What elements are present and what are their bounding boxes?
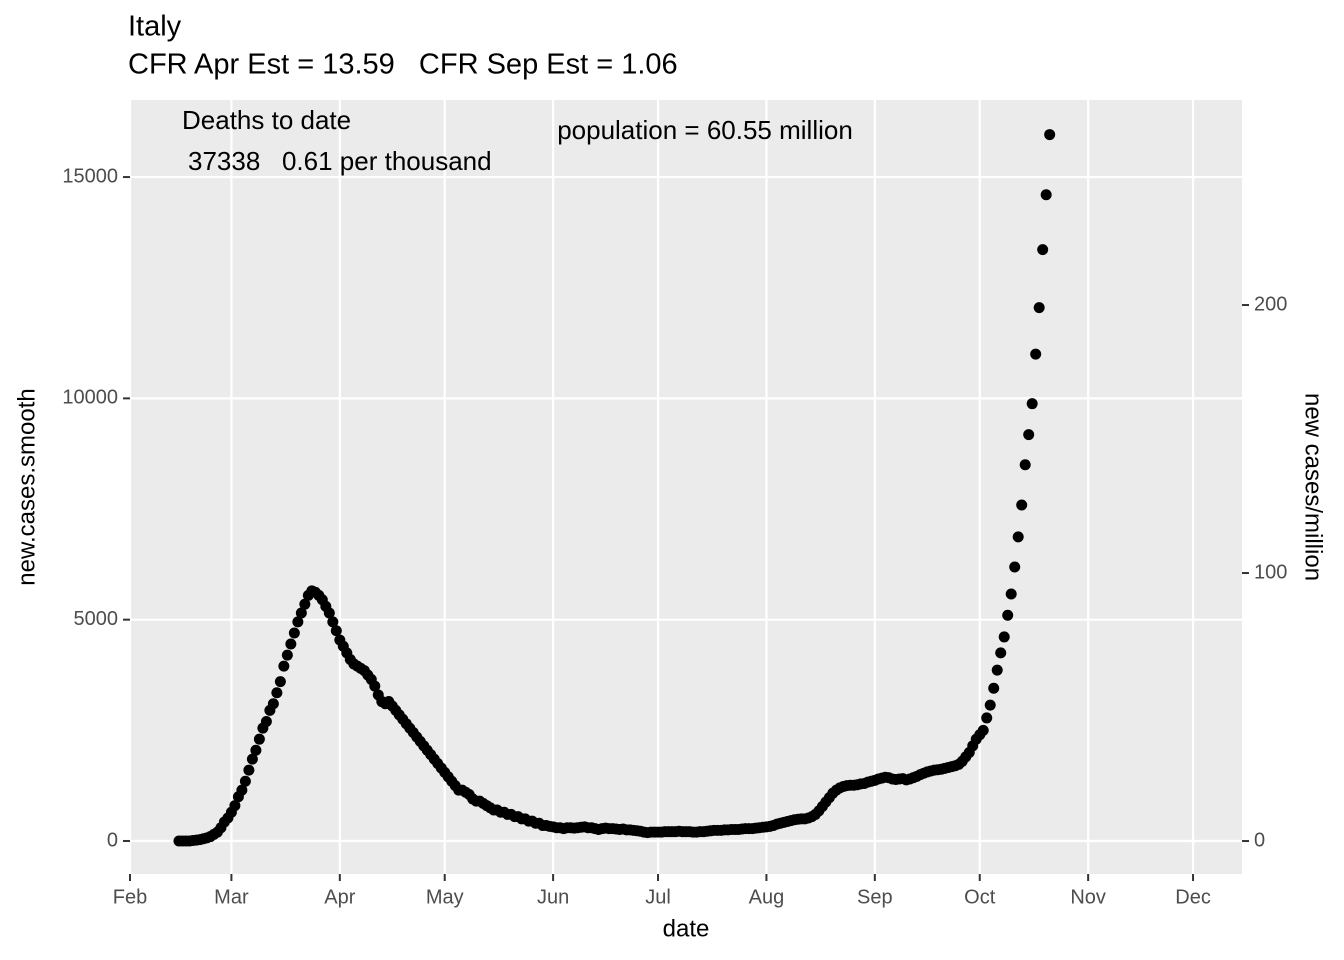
point (295, 607, 307, 619)
point (1044, 129, 1056, 141)
point (243, 764, 255, 776)
point (292, 616, 304, 628)
y2-tick-label: 0 (1254, 829, 1265, 851)
y-tick-label: 5000 (74, 608, 119, 630)
y2-axis-title: new cases/million (1300, 393, 1327, 581)
x-tick-label: May (426, 886, 464, 908)
x-tick-label: Mar (214, 886, 249, 908)
point (253, 733, 265, 745)
x-tick-label: Nov (1070, 886, 1106, 908)
point (250, 744, 262, 756)
point (995, 647, 1007, 659)
x-axis-title: date (663, 915, 710, 942)
point (236, 784, 248, 796)
point (229, 800, 241, 812)
x-tick-label: Jun (537, 886, 569, 908)
y2-tick-label: 200 (1254, 293, 1287, 315)
x-tick-label: Oct (964, 886, 996, 908)
y2-tick-label: 100 (1254, 561, 1287, 583)
point (330, 625, 342, 637)
x-tick-label: Apr (324, 886, 355, 908)
point (1030, 348, 1042, 360)
point (260, 715, 272, 727)
point (1023, 429, 1035, 441)
y-tick-label: 0 (107, 829, 118, 851)
point (274, 676, 286, 688)
y-tick-label: 15000 (62, 165, 118, 187)
point (299, 598, 311, 610)
point (998, 631, 1010, 643)
point (246, 753, 258, 765)
y-tick-label: 10000 (62, 387, 118, 409)
point (1026, 398, 1038, 410)
point (1019, 459, 1031, 471)
x-tick-label: Sep (857, 886, 893, 908)
points (173, 129, 1056, 847)
x-tick-label: Aug (749, 886, 785, 908)
point (1016, 499, 1028, 511)
point (327, 616, 339, 628)
annotation: population = 60.55 million (557, 115, 853, 145)
point (288, 627, 300, 639)
point (981, 712, 993, 724)
panel (130, 100, 1242, 874)
x-tick-label: Jul (645, 886, 671, 908)
point (369, 680, 381, 692)
annotation: 37338 0.61 per thousand (188, 146, 492, 176)
point (285, 638, 297, 650)
chart-subtitle: CFR Apr Est = 13.59 CFR Sep Est = 1.06 (128, 49, 678, 81)
point (1037, 244, 1049, 256)
point (1040, 189, 1052, 201)
y-axis-title: new.cases.smooth (13, 388, 40, 585)
x-tick-label: Dec (1175, 886, 1211, 908)
point (1033, 302, 1045, 314)
point (988, 682, 1000, 694)
point (977, 724, 989, 736)
point (1002, 609, 1014, 621)
chart-title: Italy (128, 11, 182, 43)
point (278, 660, 290, 672)
point (323, 607, 335, 619)
point (1012, 531, 1024, 543)
point (984, 699, 996, 711)
point (1005, 588, 1017, 600)
grid (128, 100, 1242, 874)
point (239, 775, 251, 787)
annotation: Deaths to date (182, 105, 351, 135)
x-tick-label: Feb (113, 886, 147, 908)
point (991, 664, 1003, 676)
point (267, 698, 279, 710)
point (1009, 561, 1021, 573)
point (281, 649, 293, 661)
point (271, 687, 283, 699)
